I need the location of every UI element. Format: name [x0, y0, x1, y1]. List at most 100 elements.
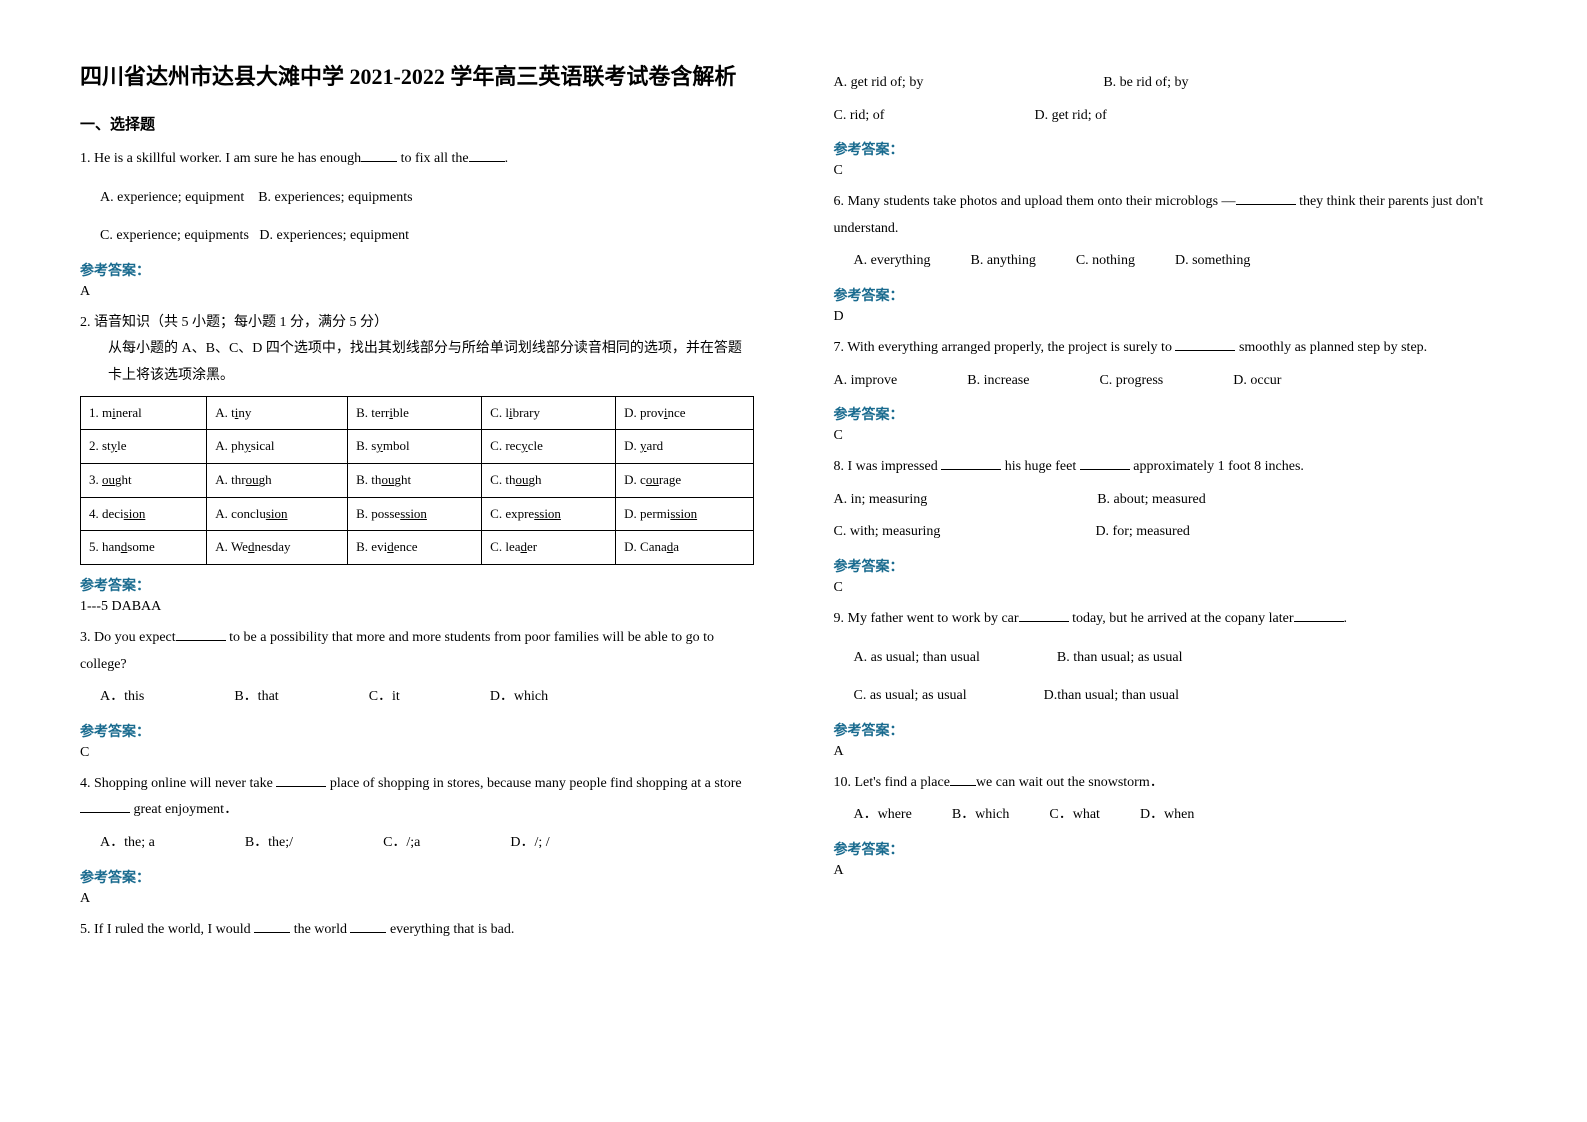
q8-text-c: approximately 1 foot 8 inches. — [1130, 459, 1304, 474]
q5-optB: B. be rid of; by — [1103, 70, 1188, 97]
section-heading: 一、选择题 — [80, 113, 754, 134]
q4-optB: B．the;/ — [245, 830, 293, 857]
q4-text-b: place of shopping in stores, because man… — [326, 776, 741, 791]
question-1: 1. He is a skillful worker. I am sure he… — [80, 146, 754, 250]
q10-optB: B．which — [952, 802, 1010, 829]
right-column: A. get rid of; by B. be rid of; by C. ri… — [794, 0, 1587, 1122]
q9-optA: A. as usual; than usual — [854, 650, 980, 665]
q7-text-b: smoothly as planned step by step. — [1235, 340, 1427, 355]
q6-answer: D — [834, 309, 1508, 325]
q2-title: 2. 语音知识（共 5 小题；每小题 1 分，满分 5 分） — [80, 310, 754, 337]
q6-optC: C. nothing — [1076, 248, 1135, 275]
q1-optC: C. experience; equipments — [100, 228, 249, 243]
question-8: 8. I was impressed his huge feet approxi… — [834, 454, 1508, 546]
q9-optB: B. than usual; as usual — [1057, 650, 1183, 665]
table-cell: A. through — [207, 463, 348, 497]
q8-text-b: his huge feet — [1001, 459, 1080, 474]
q7-optD: D. occur — [1233, 368, 1281, 395]
answer-label: 参考答案： — [834, 139, 1508, 159]
q3-text-a: 3. Do you expect — [80, 630, 176, 645]
q5-optA: A. get rid of; by — [834, 70, 924, 97]
table-row: 3. oughtA. throughB. thoughtC. thoughD. … — [81, 463, 754, 497]
answer-label: 参考答案： — [80, 575, 754, 595]
q10-text-a: 10. Let's find a place — [834, 775, 950, 790]
table-row: 2. styleA. physicalB. symbolC. recycleD.… — [81, 430, 754, 464]
q5-text-a: 5. If I ruled the world, I would — [80, 922, 254, 937]
q2-instr: 从每小题的 A、B、C、D 四个选项中，找出其划线部分与所给单词划线部分读音相同… — [108, 336, 754, 389]
q1-text-a: 1. He is a skillful worker. I am sure he… — [80, 151, 361, 166]
q4-answer: A — [80, 891, 754, 907]
q8-optB: B. about; measured — [1097, 487, 1205, 514]
table-cell: 4. decision — [81, 497, 207, 531]
q6-optA: A. everything — [854, 248, 931, 275]
q7-optA: A. improve — [834, 368, 898, 395]
q1-text-c: . — [505, 151, 509, 166]
q7-text-a: 7. With everything arranged properly, th… — [834, 340, 1176, 355]
q9-optC: C. as usual; as usual — [854, 688, 967, 703]
table-cell: A. tiny — [207, 396, 348, 430]
q6-optD: D. something — [1175, 248, 1250, 275]
q7-answer: C — [834, 428, 1508, 444]
table-cell: D. province — [616, 396, 753, 430]
table-cell: B. symbol — [348, 430, 482, 464]
question-7: 7. With everything arranged properly, th… — [834, 335, 1508, 394]
left-column: 四川省达州市达县大滩中学 2021-2022 学年高三英语联考试卷含解析 一、选… — [0, 0, 794, 1122]
question-5-options: A. get rid of; by B. be rid of; by C. ri… — [834, 70, 1508, 129]
question-10: 10. Let's find a place we can wait out th… — [834, 770, 1508, 829]
table-cell: D. courage — [616, 463, 753, 497]
q1-optA: A. experience; equipment — [100, 190, 244, 205]
q4-text-a: 4. Shopping online will never take — [80, 776, 276, 791]
q9-text-b: today, but he arrived at the copany late… — [1069, 611, 1294, 626]
table-cell: B. evidence — [348, 531, 482, 565]
answer-label: 参考答案： — [80, 260, 754, 280]
q10-optA: A．where — [854, 802, 912, 829]
question-9: 9. My father went to work by car today, … — [834, 606, 1508, 710]
table-cell: D. permission — [616, 497, 753, 531]
table-cell: B. terrible — [348, 396, 482, 430]
table-cell: C. expression — [482, 497, 616, 531]
answer-label: 参考答案： — [834, 839, 1508, 859]
q8-optA: A. in; measuring — [834, 487, 928, 514]
q9-text-c: . — [1344, 611, 1348, 626]
question-3: 3. Do you expect to be a possibility tha… — [80, 625, 754, 711]
q7-optB: B. increase — [967, 368, 1029, 395]
q1-optB: B. experiences; equipments — [258, 190, 412, 205]
q9-answer: A — [834, 744, 1508, 760]
table-row: 5. handsomeA. WednesdayB. evidenceC. lea… — [81, 531, 754, 565]
q10-text-b: we can wait out the snowstorm． — [976, 775, 1164, 790]
answer-label: 参考答案： — [834, 720, 1508, 740]
table-cell: A. conclusion — [207, 497, 348, 531]
question-5-stem: 5. If I ruled the world, I would the wor… — [80, 917, 754, 944]
q5-answer: C — [834, 163, 1508, 179]
q10-optD: D．when — [1140, 802, 1194, 829]
q10-answer: A — [834, 863, 1508, 879]
answer-label: 参考答案： — [80, 867, 754, 887]
question-2: 2. 语音知识（共 5 小题；每小题 1 分，满分 5 分） 从每小题的 A、B… — [80, 310, 754, 565]
q2-answer: 1---5 DABAA — [80, 599, 754, 615]
answer-label: 参考答案： — [80, 721, 754, 741]
question-4: 4. Shopping online will never take place… — [80, 771, 754, 857]
q5-optD: D. get rid; of — [1034, 103, 1106, 130]
q5-optC: C. rid; of — [834, 103, 885, 130]
page-title: 四川省达州市达县大滩中学 2021-2022 学年高三英语联考试卷含解析 — [80, 60, 754, 93]
table-cell: D. Canada — [616, 531, 753, 565]
q4-optC: C．/;a — [383, 830, 420, 857]
answer-label: 参考答案： — [834, 285, 1508, 305]
q8-optC: C. with; measuring — [834, 519, 941, 546]
q10-optC: C．what — [1049, 802, 1100, 829]
q3-answer: C — [80, 745, 754, 761]
table-cell: 2. style — [81, 430, 207, 464]
q5-text-b: the world — [290, 922, 350, 937]
table-row: 1. mineralA. tinyB. terribleC. libraryD.… — [81, 396, 754, 430]
q3-optD: D．which — [490, 684, 548, 711]
q3-optC: C．it — [369, 684, 400, 711]
q5-text-c: everything that is bad. — [386, 922, 514, 937]
question-6: 6. Many students take photos and upload … — [834, 189, 1508, 275]
table-cell: A. Wednesday — [207, 531, 348, 565]
table-cell: 5. handsome — [81, 531, 207, 565]
q8-answer: C — [834, 580, 1508, 596]
q9-text-a: 9. My father went to work by car — [834, 611, 1019, 626]
table-cell: D. yard — [616, 430, 753, 464]
q4-optA: A．the; a — [100, 830, 155, 857]
q1-optD: D. experiences; equipment — [259, 228, 409, 243]
